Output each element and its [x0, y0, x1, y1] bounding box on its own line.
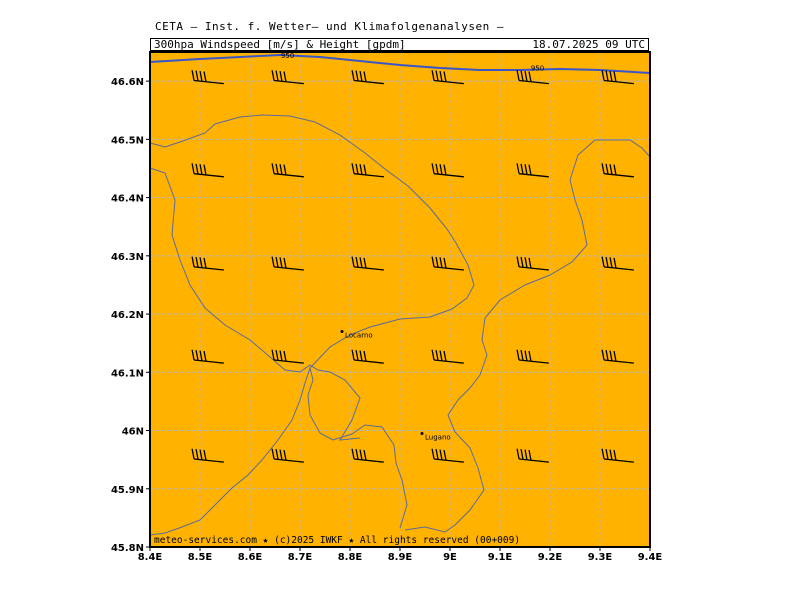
- wind-barb: [431, 70, 464, 85]
- wind-barb: [351, 256, 384, 271]
- wind-barb: [601, 448, 634, 463]
- wind-barb: [271, 256, 304, 271]
- y-tick-label: 46.1N: [111, 368, 144, 379]
- city-markers: Locarno Lugano: [340, 330, 451, 441]
- southwest-border: [149, 367, 311, 536]
- height-contour-950: [149, 53, 651, 74]
- city-label: Lugano: [425, 433, 451, 441]
- x-tick-label: 8.8E: [338, 552, 363, 563]
- wind-barb: [191, 349, 224, 364]
- y-tick-label: 45.8N: [111, 543, 144, 554]
- wind-barb: [351, 70, 384, 85]
- x-tick-label: 8.5E: [188, 552, 213, 563]
- lake-maggiore-shore-outer: [149, 114, 475, 529]
- wind-barb: [601, 70, 634, 85]
- y-tick-label: 46.6N: [111, 77, 144, 88]
- wind-barb: [431, 163, 464, 178]
- x-tick-label: 9.1E: [488, 552, 513, 563]
- y-tick-label: 46.5N: [111, 135, 144, 146]
- wind-barb: [351, 448, 384, 463]
- wind-barb: [351, 349, 384, 364]
- y-tick-label: 45.9N: [111, 485, 144, 496]
- city-dot: [340, 330, 344, 334]
- contour-label: 950: [531, 65, 544, 73]
- wind-barb: [271, 349, 304, 364]
- lake-maggiore-shore-inner: [149, 167, 361, 441]
- wind-barb: [271, 70, 304, 85]
- x-tick-label: 9.2E: [538, 552, 563, 563]
- wind-barb: [516, 256, 549, 271]
- wind-barb: [431, 256, 464, 271]
- wind-barb: [516, 349, 549, 364]
- wind-barb: [271, 163, 304, 178]
- y-tick-label: 46.4N: [111, 194, 144, 205]
- wind-barb: [516, 448, 549, 463]
- wind-barb: [351, 163, 384, 178]
- city-label: Locarno: [345, 332, 373, 340]
- y-axis-ticks: 46.6N 46.5N 46.4N 46.3N 46.2N 46.1N 46N 45.9N 45…: [111, 77, 150, 554]
- wind-barb: [516, 163, 549, 178]
- valid-time: 18.07.2025 09 UTC: [532, 38, 645, 51]
- grid-lines: [150, 52, 650, 547]
- wind-barb: [431, 349, 464, 364]
- contour-labels: 950 950: [281, 52, 544, 73]
- wind-barb: [601, 163, 634, 178]
- wind-barb: [601, 256, 634, 271]
- y-tick-label: 46.2N: [111, 310, 144, 321]
- wind-barb: [191, 70, 224, 85]
- contour-label: 950: [281, 52, 294, 60]
- x-tick-label: 9.3E: [588, 552, 613, 563]
- x-tick-label: 8.7E: [288, 552, 313, 563]
- y-tick-label: 46.3N: [111, 252, 144, 263]
- chart-title: CETA — Inst. f. Wetter— und Klimafolgena…: [155, 20, 505, 33]
- wind-barb: [601, 349, 634, 364]
- wind-barb: [271, 448, 304, 463]
- wind-barb: [516, 70, 549, 85]
- city-dot: [420, 431, 424, 435]
- subtitle-bar: 300hpa_Windspeed_[m/s]_&_Height_[gpdm] 1…: [150, 38, 649, 51]
- wind-barb: [191, 256, 224, 271]
- copyright-text: meteo-services.com ★ (c)2025 IWKF ★ All …: [154, 535, 520, 546]
- x-axis-ticks: 8.4E 8.5E 8.6E 8.7E 8.8E 8.9E 9E 9.1E 9.2E 9.3E 9.…: [138, 547, 663, 563]
- coastlines: [149, 114, 651, 536]
- wind-barb: [191, 448, 224, 463]
- wind-barbs: [191, 70, 634, 463]
- y-tick-label: 46N: [122, 427, 144, 438]
- x-tick-label: 8.4E: [138, 552, 163, 563]
- wind-barb: [431, 448, 464, 463]
- field-description: 300hpa_Windspeed_[m/s]_&_Height_[gpdm]: [154, 38, 406, 51]
- x-tick-label: 9E: [443, 552, 457, 563]
- lugano-shore: [404, 139, 651, 533]
- wind-barb: [191, 163, 224, 178]
- x-tick-label: 8.6E: [238, 552, 263, 563]
- x-tick-label: 8.9E: [388, 552, 413, 563]
- x-tick-label: 9.4E: [638, 552, 663, 563]
